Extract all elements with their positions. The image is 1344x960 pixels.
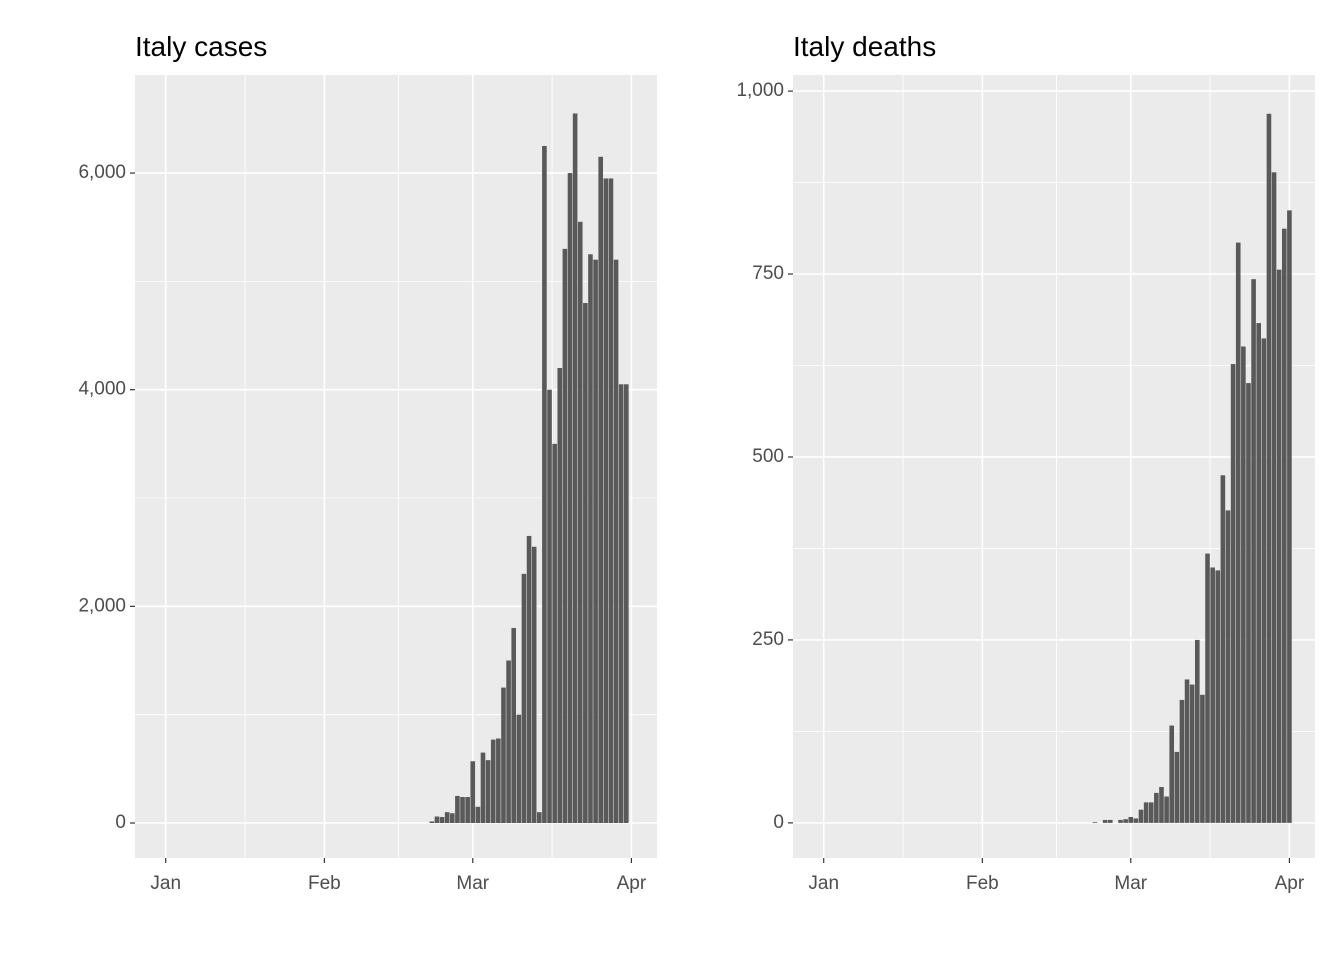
- bar: [516, 714, 522, 824]
- bar: [557, 368, 563, 824]
- bar: [1179, 699, 1185, 823]
- bar: [1256, 323, 1262, 823]
- bar: [506, 660, 511, 824]
- bar: [1246, 383, 1251, 823]
- bar: [521, 573, 527, 824]
- bar: [480, 752, 486, 824]
- bar: [490, 739, 496, 824]
- bar: [475, 806, 481, 824]
- chart-title: Italy deaths: [793, 31, 936, 62]
- chart-title: Italy cases: [135, 31, 267, 62]
- bar: [1159, 787, 1164, 823]
- bar: [577, 221, 583, 824]
- x-tick-label: Mar: [456, 873, 489, 894]
- bar: [1251, 279, 1256, 823]
- bar: [547, 389, 552, 824]
- bar: [1220, 475, 1226, 823]
- bar: [1184, 679, 1190, 823]
- y-tick-label: 1,000: [736, 80, 784, 101]
- bar: [1154, 792, 1159, 823]
- bar: [623, 384, 629, 824]
- bar: [1225, 510, 1231, 823]
- bar: [1128, 817, 1134, 823]
- y-tick-label: 250: [752, 629, 784, 650]
- bar: [501, 687, 506, 824]
- bar: [613, 259, 619, 824]
- bar: [598, 156, 604, 824]
- bar: [1143, 802, 1149, 823]
- bar: [603, 178, 609, 824]
- bar: [1241, 346, 1246, 823]
- bar: [1092, 822, 1098, 823]
- bar: [1174, 751, 1180, 823]
- x-tick-label: Mar: [1114, 873, 1147, 894]
- bar: [562, 248, 568, 824]
- bar: [567, 173, 573, 824]
- bar: [1107, 819, 1113, 823]
- bar: [1169, 725, 1175, 823]
- bar: [444, 812, 450, 824]
- bar: [1235, 242, 1241, 823]
- bar: [1271, 172, 1277, 823]
- bar: [1189, 684, 1195, 823]
- bar: [608, 178, 614, 824]
- bar: [552, 443, 557, 824]
- x-tick-label: Feb: [966, 873, 999, 894]
- bar: [1281, 228, 1287, 823]
- bar: [1102, 819, 1108, 823]
- bar: [1266, 113, 1272, 823]
- bar: [1118, 819, 1123, 823]
- y-tick-label: 0: [115, 812, 126, 833]
- bar: [593, 259, 598, 824]
- x-tick-label: Apr: [617, 873, 647, 894]
- x-tick-label: Jan: [150, 873, 181, 894]
- bar: [1133, 818, 1139, 823]
- bar: [1215, 570, 1221, 823]
- bar: [465, 797, 470, 824]
- bar: [1210, 567, 1215, 823]
- bar: [485, 760, 491, 824]
- y-tick-label: 6,000: [78, 162, 126, 183]
- bar: [460, 797, 465, 824]
- bar: [1164, 796, 1169, 823]
- bar: [1230, 364, 1236, 823]
- bar: [1200, 694, 1205, 823]
- bar: [470, 761, 476, 824]
- bar: [1123, 819, 1128, 823]
- y-tick-label: 0: [773, 812, 784, 833]
- bar: [542, 145, 547, 824]
- y-tick-label: 2,000: [78, 595, 126, 616]
- bar: [434, 816, 440, 824]
- bar: [496, 738, 501, 824]
- x-tick-label: Feb: [308, 873, 341, 894]
- bar: [1205, 553, 1210, 823]
- bar: [531, 546, 537, 824]
- bar: [511, 628, 517, 824]
- bar: [1138, 809, 1144, 823]
- x-tick-label: Jan: [808, 873, 839, 894]
- bar: [1148, 802, 1154, 823]
- bar: [588, 254, 593, 824]
- bar: [455, 795, 460, 824]
- y-tick-label: 500: [752, 446, 784, 467]
- bar: [536, 812, 542, 824]
- bar: [1287, 210, 1292, 823]
- bar: [526, 535, 532, 824]
- bar: [449, 813, 455, 824]
- bar: [439, 817, 445, 824]
- y-tick-label: 4,000: [78, 379, 126, 400]
- bar: [1261, 338, 1267, 823]
- bar: [429, 821, 435, 824]
- bar: [1276, 269, 1282, 823]
- bar: [618, 384, 624, 824]
- bar: [1194, 639, 1200, 823]
- y-tick-label: 750: [752, 263, 784, 284]
- bar: [572, 113, 578, 824]
- x-tick-label: Apr: [1275, 873, 1305, 894]
- bar: [583, 303, 588, 824]
